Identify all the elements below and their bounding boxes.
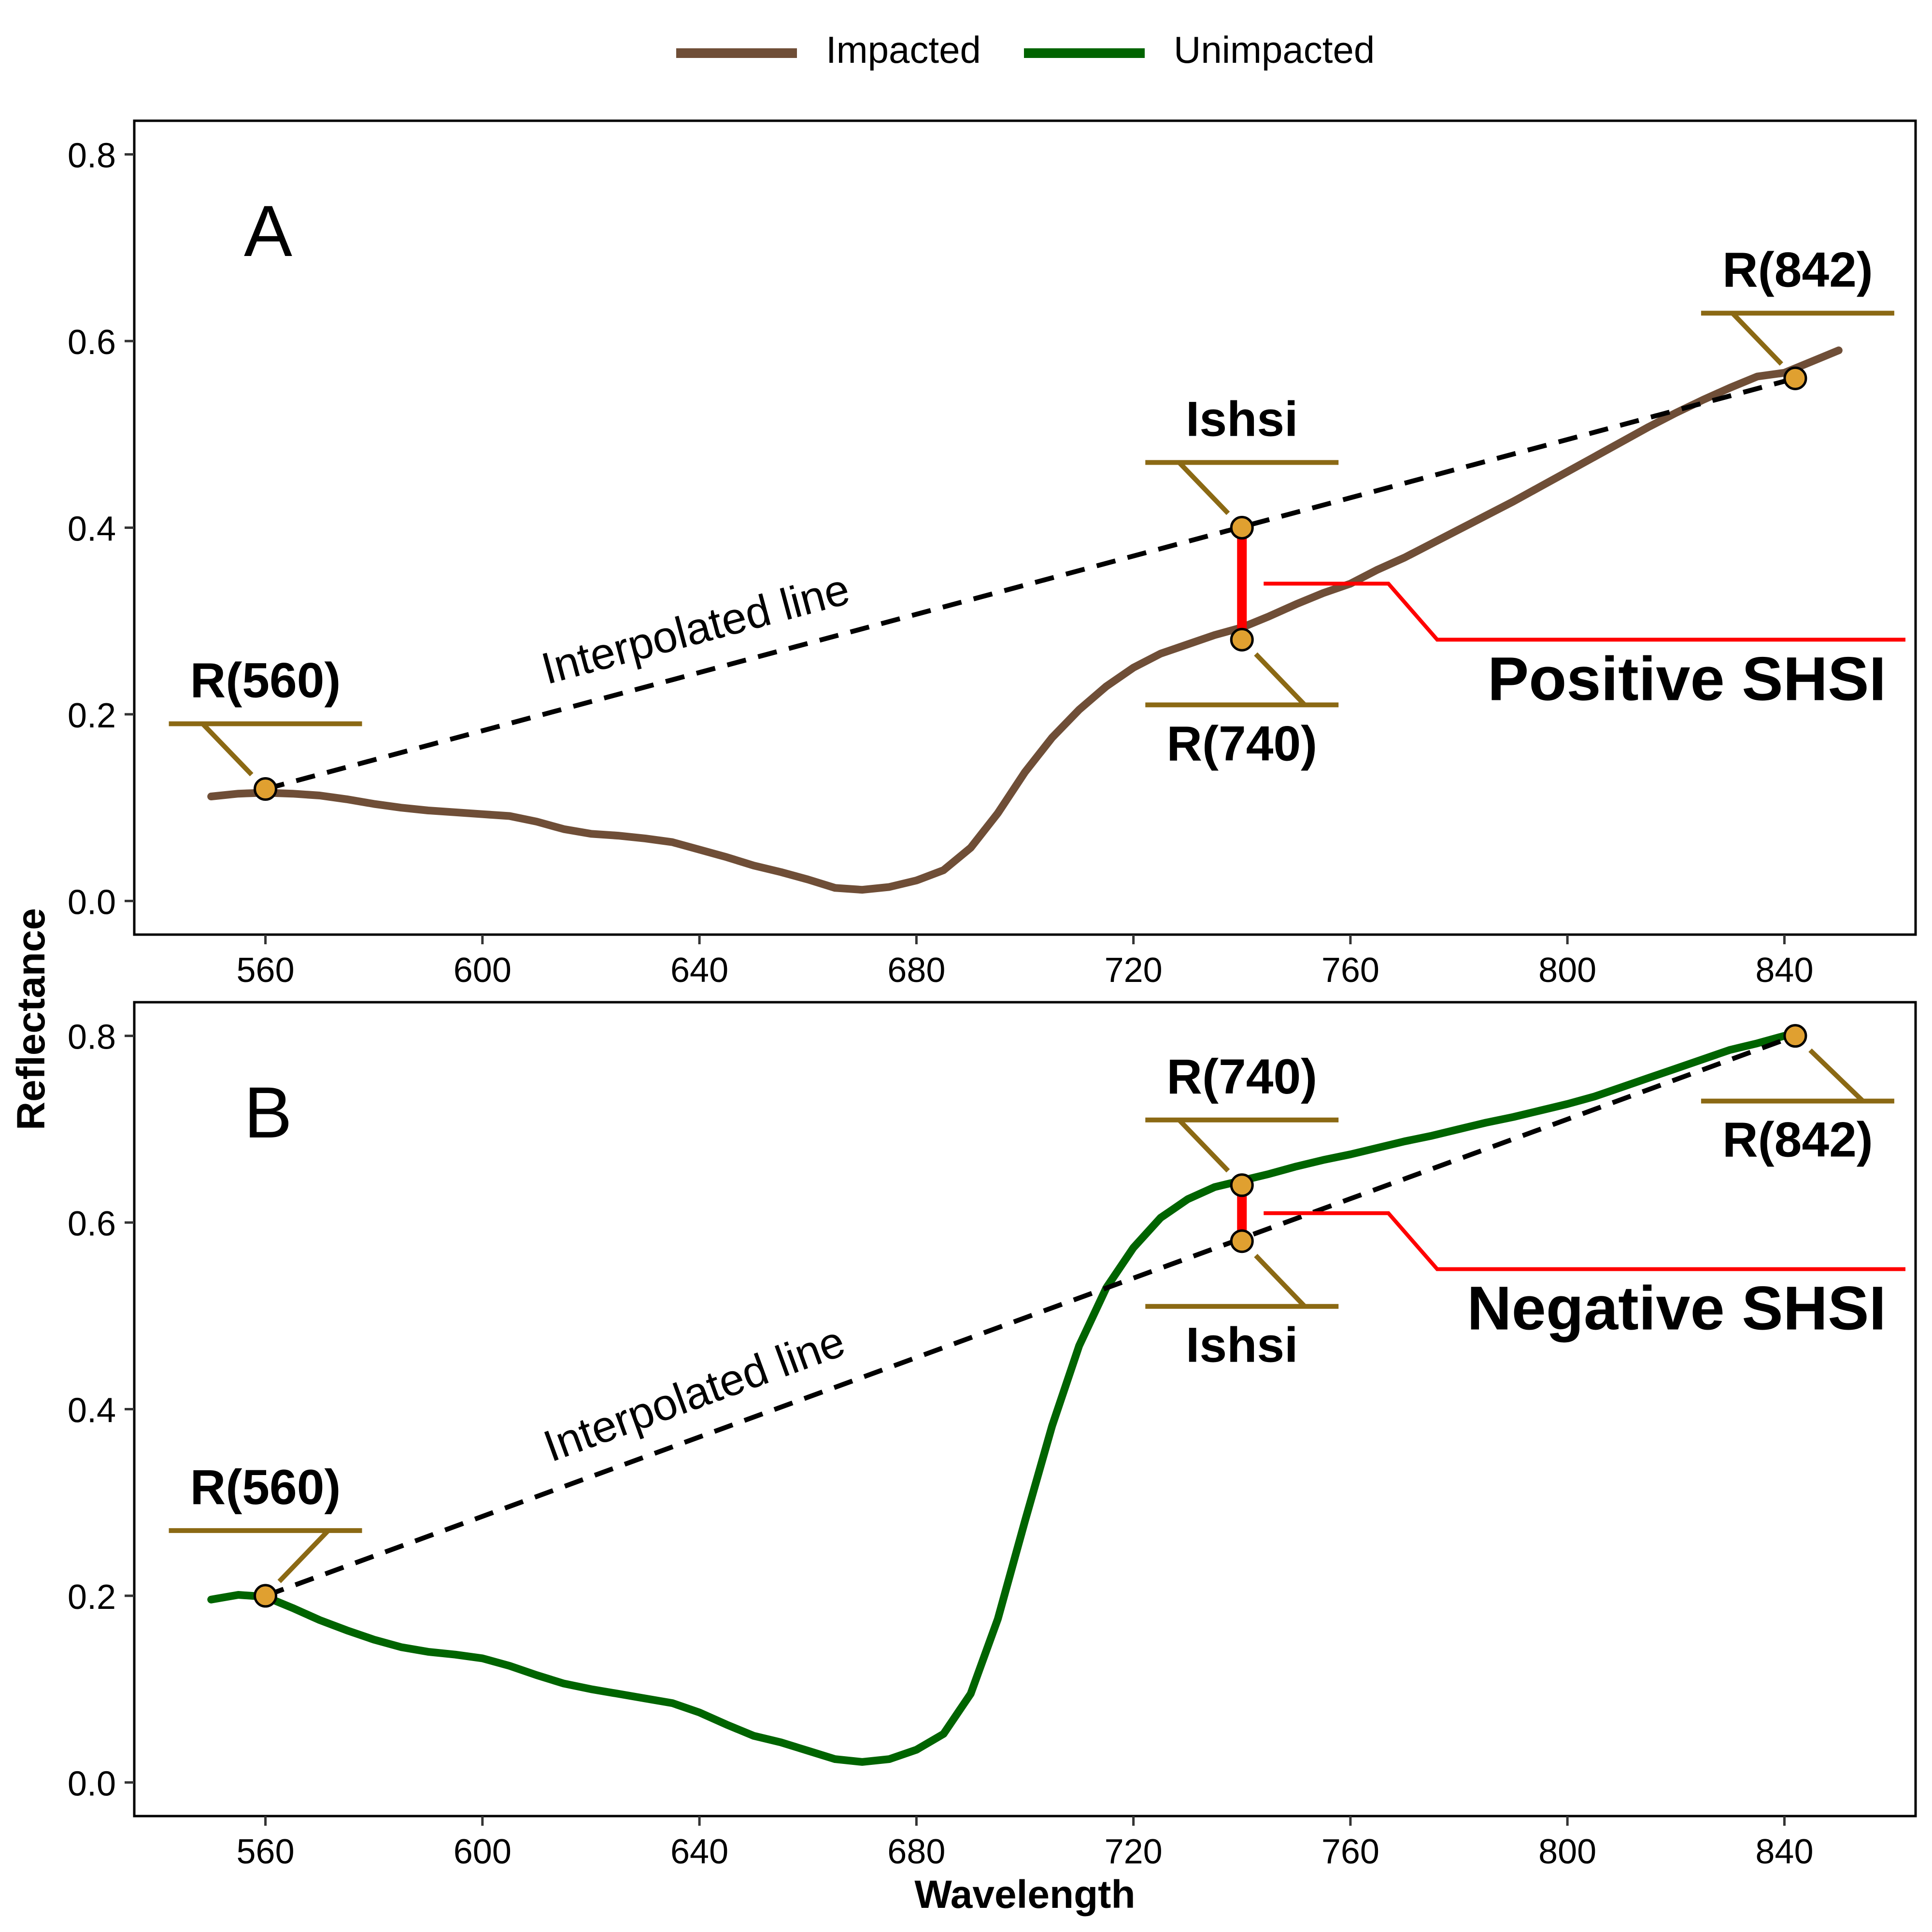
x-axis-title: Wavelength bbox=[914, 1873, 1135, 1917]
callout-label-a: Ishsi bbox=[1186, 392, 1298, 447]
interpolated-line-label-b: Interpolated line bbox=[538, 1317, 852, 1472]
interpolated-line-label-a: Interpolated line bbox=[537, 564, 855, 694]
y-tick-label-a: 0.4 bbox=[68, 510, 116, 549]
point-marker-a bbox=[1783, 366, 1807, 390]
y-tick-label-b: 0.4 bbox=[68, 1392, 116, 1430]
x-tick-label-a: 760 bbox=[1321, 951, 1379, 990]
x-tick-label-b: 840 bbox=[1755, 1833, 1813, 1871]
x-tick-label-b: 640 bbox=[670, 1833, 728, 1871]
x-tick-label-a: 800 bbox=[1538, 951, 1596, 990]
interpolated-line-b bbox=[264, 1033, 1796, 1598]
y-tick-label-a: 0.8 bbox=[68, 137, 116, 175]
x-tick-label-b: 680 bbox=[887, 1833, 945, 1871]
callout-leader-a bbox=[1731, 311, 1783, 366]
callout-leader-a bbox=[200, 722, 254, 777]
shsi-label-a: Positive SHSI bbox=[1488, 644, 1886, 713]
plot-frame-a bbox=[133, 119, 1917, 936]
y-tick-label-a: 0.0 bbox=[68, 883, 116, 922]
callout-label-a: R(740) bbox=[1166, 716, 1317, 771]
series-line-unimpacted bbox=[207, 1032, 1799, 1766]
point-marker-b bbox=[1783, 1024, 1807, 1048]
callout-leader-b bbox=[1177, 1118, 1230, 1173]
panel-b: B 0.0 0.2 0.4 0.6 0.8 560 600 640 680 720 760 800 84… bbox=[68, 1001, 1917, 1871]
callout-label-b: R(842) bbox=[1722, 1112, 1873, 1167]
callout-leader-b bbox=[1254, 1253, 1307, 1308]
panel-a: A 0.0 0.2 0.4 0.6 0.8 560 600 640 680 720 760 800 84… bbox=[68, 119, 1917, 990]
callout-leader-b bbox=[1808, 1048, 1865, 1103]
callout-label-b: R(560) bbox=[190, 1460, 341, 1515]
legend: Impacted Unimpacted bbox=[676, 28, 1375, 71]
callout-label-a: R(560) bbox=[190, 653, 341, 708]
point-marker-a bbox=[254, 777, 278, 801]
y-tick-label-b: 0.8 bbox=[68, 1018, 116, 1057]
y-tick-label-b: 0.0 bbox=[68, 1764, 116, 1803]
series-line-impacted bbox=[207, 346, 1843, 894]
x-tick-label-a: 640 bbox=[670, 951, 728, 990]
y-tick-label-b: 0.2 bbox=[68, 1578, 116, 1617]
x-tick-label-b: 800 bbox=[1538, 1833, 1596, 1871]
shsi-bracket-a bbox=[1264, 582, 1905, 642]
callout-leader-a bbox=[1177, 461, 1230, 515]
y-axis-title: Reflectance bbox=[9, 908, 53, 1130]
point-marker-b bbox=[254, 1584, 278, 1608]
plot-frame-b bbox=[133, 1001, 1917, 1818]
y-tick-label-a: 0.2 bbox=[68, 696, 116, 735]
point-marker-b bbox=[1230, 1229, 1254, 1253]
y-tick-label-b: 0.6 bbox=[68, 1205, 116, 1243]
point-marker-b bbox=[1230, 1173, 1254, 1197]
x-tick-label-a: 560 bbox=[236, 951, 294, 990]
callout-label-b: Ishsi bbox=[1186, 1318, 1298, 1373]
panel-label-b: B bbox=[244, 1072, 292, 1153]
callout-label-b: R(740) bbox=[1166, 1049, 1317, 1104]
point-marker-a bbox=[1230, 627, 1254, 652]
shsi-bracket-b bbox=[1264, 1211, 1905, 1271]
x-tick-label-b: 560 bbox=[236, 1833, 294, 1871]
legend-label-impacted: Impacted bbox=[826, 28, 981, 71]
y-tick-label-a: 0.6 bbox=[68, 323, 116, 362]
callout-leader-a bbox=[1254, 652, 1307, 707]
legend-label-unimpacted: Unimpacted bbox=[1174, 28, 1375, 71]
x-tick-label-a: 600 bbox=[454, 951, 511, 990]
x-tick-label-b: 720 bbox=[1105, 1833, 1163, 1871]
panel-label-a: A bbox=[244, 190, 292, 271]
callout-leader-b bbox=[277, 1529, 330, 1583]
x-tick-label-b: 600 bbox=[454, 1833, 511, 1871]
x-tick-label-a: 720 bbox=[1105, 951, 1163, 990]
x-tick-label-b: 760 bbox=[1321, 1833, 1379, 1871]
x-tick-label-a: 680 bbox=[887, 951, 945, 990]
point-marker-a bbox=[1230, 516, 1254, 540]
shsi-label-b: Negative SHSI bbox=[1467, 1274, 1886, 1343]
callout-label-a: R(842) bbox=[1722, 242, 1873, 297]
x-tick-label-a: 840 bbox=[1755, 951, 1813, 990]
interpolated-line-a bbox=[265, 376, 1796, 792]
